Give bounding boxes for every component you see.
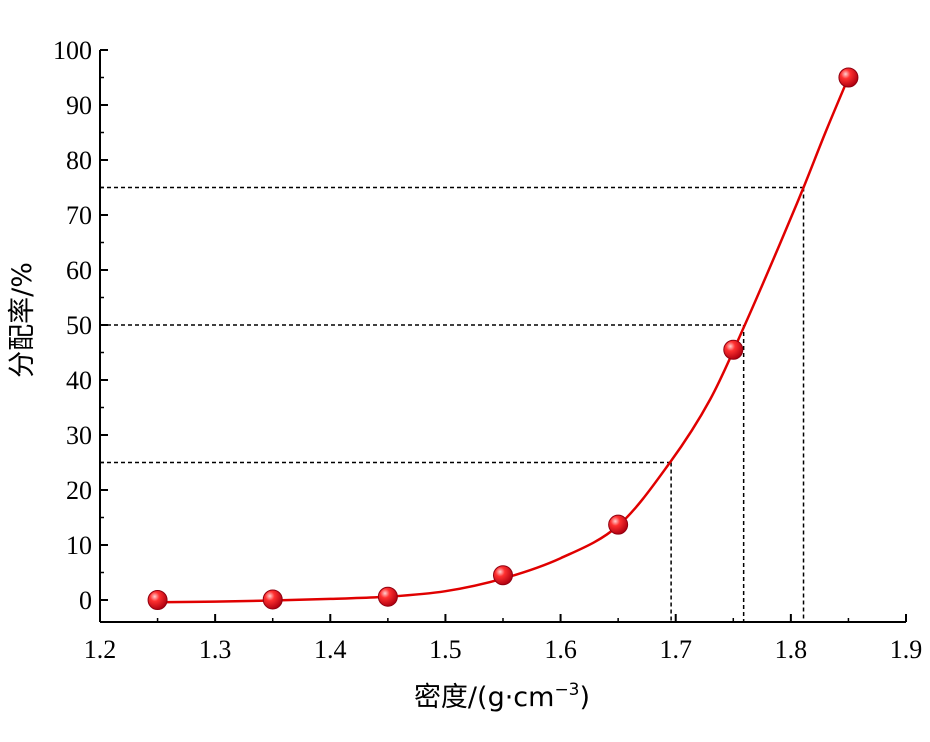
x-tick-label-7: 1.9: [890, 635, 923, 664]
y-axis-title: 分配率/%: [7, 262, 38, 378]
x-tick-label-3: 1.5: [429, 635, 462, 664]
x-axis-title-superscript: −3: [554, 680, 579, 700]
tick-labels: 0 10 20 30 40 50 60 70 80 90 100 1.2 1.3 1.4 1.5 1.6 1.7…: [53, 36, 922, 664]
x-tick-label-2: 1.4: [314, 635, 347, 664]
x-axis-title-main: 密度/(g·cm: [414, 682, 555, 713]
x-axis-title-close: ): [580, 682, 591, 713]
y-tick-label-9: 90: [66, 91, 92, 120]
y-tick-label-8: 80: [66, 146, 92, 175]
y-tick-label-2: 20: [66, 476, 92, 505]
x-tick-label-4: 1.6: [544, 635, 577, 664]
data-point-1: [262, 589, 283, 610]
x-tick-label-5: 1.7: [659, 635, 692, 664]
y-tick-label-0: 0: [79, 586, 92, 615]
fit-curve-layer: [157, 77, 850, 604]
y-tick-label-4: 40: [66, 366, 92, 395]
y-tick-label-1: 10: [66, 531, 92, 560]
data-point-0: [147, 590, 168, 610]
data-point-3: [493, 565, 513, 586]
x-axis-title: 密度/(g·cm−3): [414, 680, 590, 713]
fit-curve: [157, 77, 850, 604]
axes: [99, 49, 907, 623]
data-point-5: [723, 339, 744, 360]
y-tick-label-7: 70: [66, 201, 92, 230]
x-tick-label-6: 1.8: [775, 635, 808, 664]
reference-lines: [100, 186, 805, 622]
y-tick-label-5: 50: [66, 311, 92, 340]
data-points: [147, 67, 859, 610]
y-tick-label-10: 100: [53, 36, 92, 65]
x-tick-label-1: 1.3: [199, 635, 232, 664]
data-point-6: [838, 67, 859, 88]
data-point-4: [608, 514, 629, 535]
y-tick-label-6: 60: [66, 256, 92, 285]
data-point-2: [377, 586, 398, 607]
x-tick-label-0: 1.2: [84, 635, 117, 664]
y-tick-label-3: 30: [66, 421, 92, 450]
